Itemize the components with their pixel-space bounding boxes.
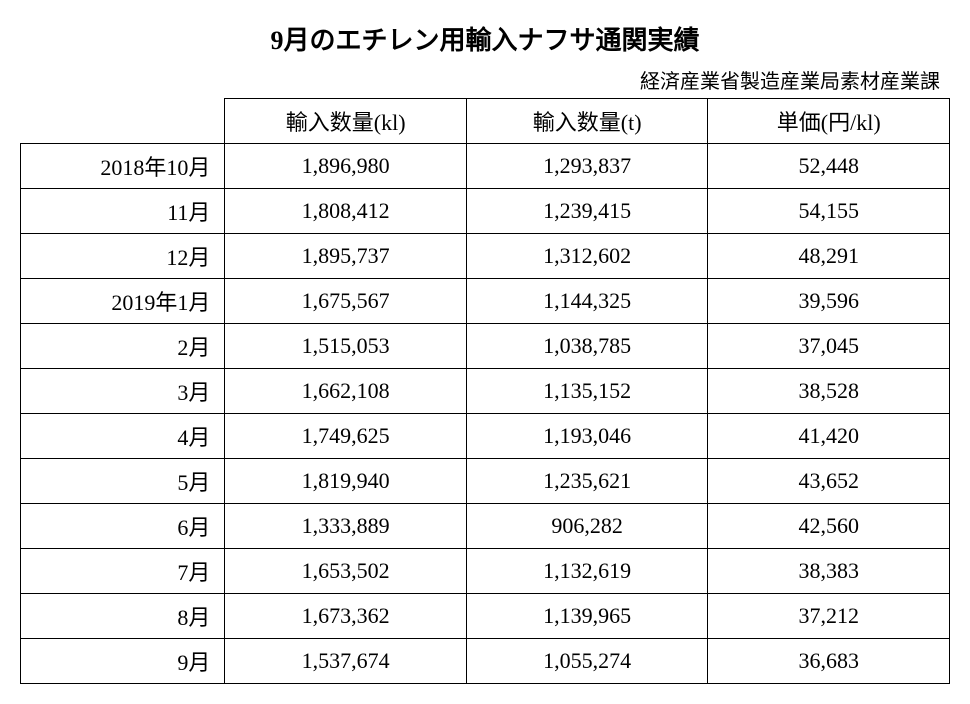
col-header-empty xyxy=(21,99,225,144)
cell-t: 1,139,965 xyxy=(466,594,708,639)
col-header-kl: 輸入数量(kl) xyxy=(225,99,467,144)
cell-kl: 1,895,737 xyxy=(225,234,467,279)
cell-period: 9月 xyxy=(21,639,225,684)
cell-kl: 1,537,674 xyxy=(225,639,467,684)
cell-t: 1,235,621 xyxy=(466,459,708,504)
cell-period: 2018年10月 xyxy=(21,144,225,189)
cell-t: 1,239,415 xyxy=(466,189,708,234)
cell-t: 1,293,837 xyxy=(466,144,708,189)
cell-price: 36,683 xyxy=(708,639,950,684)
table-row: 11月 1,808,412 1,239,415 54,155 xyxy=(21,189,950,234)
cell-price: 38,528 xyxy=(708,369,950,414)
cell-kl: 1,653,502 xyxy=(225,549,467,594)
document-container: 9月のエチレン用輸入ナフサ通関実績 経済産業省製造産業局素材産業課 輸入数量(k… xyxy=(20,20,950,684)
table-row: 12月 1,895,737 1,312,602 48,291 xyxy=(21,234,950,279)
col-header-price: 単価(円/kl) xyxy=(708,99,950,144)
cell-period: 12月 xyxy=(21,234,225,279)
table-row: 4月 1,749,625 1,193,046 41,420 xyxy=(21,414,950,459)
naphtha-table: 輸入数量(kl) 輸入数量(t) 単価(円/kl) 2018年10月 1,896… xyxy=(20,98,950,684)
cell-period: 8月 xyxy=(21,594,225,639)
cell-price: 37,045 xyxy=(708,324,950,369)
table-row: 2018年10月 1,896,980 1,293,837 52,448 xyxy=(21,144,950,189)
cell-price: 37,212 xyxy=(708,594,950,639)
cell-period: 7月 xyxy=(21,549,225,594)
table-row: 2月 1,515,053 1,038,785 37,045 xyxy=(21,324,950,369)
cell-period: 2019年1月 xyxy=(21,279,225,324)
cell-price: 38,383 xyxy=(708,549,950,594)
cell-t: 1,038,785 xyxy=(466,324,708,369)
cell-t: 906,282 xyxy=(466,504,708,549)
cell-kl: 1,673,362 xyxy=(225,594,467,639)
cell-price: 39,596 xyxy=(708,279,950,324)
table-row: 3月 1,662,108 1,135,152 38,528 xyxy=(21,369,950,414)
cell-t: 1,055,274 xyxy=(466,639,708,684)
cell-t: 1,144,325 xyxy=(466,279,708,324)
table-row: 5月 1,819,940 1,235,621 43,652 xyxy=(21,459,950,504)
cell-price: 42,560 xyxy=(708,504,950,549)
cell-kl: 1,515,053 xyxy=(225,324,467,369)
cell-period: 5月 xyxy=(21,459,225,504)
cell-price: 43,652 xyxy=(708,459,950,504)
cell-t: 1,312,602 xyxy=(466,234,708,279)
cell-kl: 1,675,567 xyxy=(225,279,467,324)
table-row: 9月 1,537,674 1,055,274 36,683 xyxy=(21,639,950,684)
cell-t: 1,135,152 xyxy=(466,369,708,414)
table-row: 2019年1月 1,675,567 1,144,325 39,596 xyxy=(21,279,950,324)
cell-price: 48,291 xyxy=(708,234,950,279)
col-header-t: 輸入数量(t) xyxy=(466,99,708,144)
cell-t: 1,132,619 xyxy=(466,549,708,594)
page-subtitle: 経済産業省製造産業局素材産業課 xyxy=(20,65,950,94)
table-row: 6月 1,333,889 906,282 42,560 xyxy=(21,504,950,549)
cell-period: 11月 xyxy=(21,189,225,234)
cell-kl: 1,749,625 xyxy=(225,414,467,459)
cell-price: 41,420 xyxy=(708,414,950,459)
cell-kl: 1,333,889 xyxy=(225,504,467,549)
cell-price: 54,155 xyxy=(708,189,950,234)
cell-period: 3月 xyxy=(21,369,225,414)
cell-t: 1,193,046 xyxy=(466,414,708,459)
cell-period: 6月 xyxy=(21,504,225,549)
table-row: 7月 1,653,502 1,132,619 38,383 xyxy=(21,549,950,594)
cell-kl: 1,819,940 xyxy=(225,459,467,504)
cell-price: 52,448 xyxy=(708,144,950,189)
table-header-row: 輸入数量(kl) 輸入数量(t) 単価(円/kl) xyxy=(21,99,950,144)
page-title: 9月のエチレン用輸入ナフサ通関実績 xyxy=(20,20,950,57)
cell-kl: 1,808,412 xyxy=(225,189,467,234)
table-row: 8月 1,673,362 1,139,965 37,212 xyxy=(21,594,950,639)
cell-period: 4月 xyxy=(21,414,225,459)
cell-kl: 1,896,980 xyxy=(225,144,467,189)
cell-kl: 1,662,108 xyxy=(225,369,467,414)
cell-period: 2月 xyxy=(21,324,225,369)
